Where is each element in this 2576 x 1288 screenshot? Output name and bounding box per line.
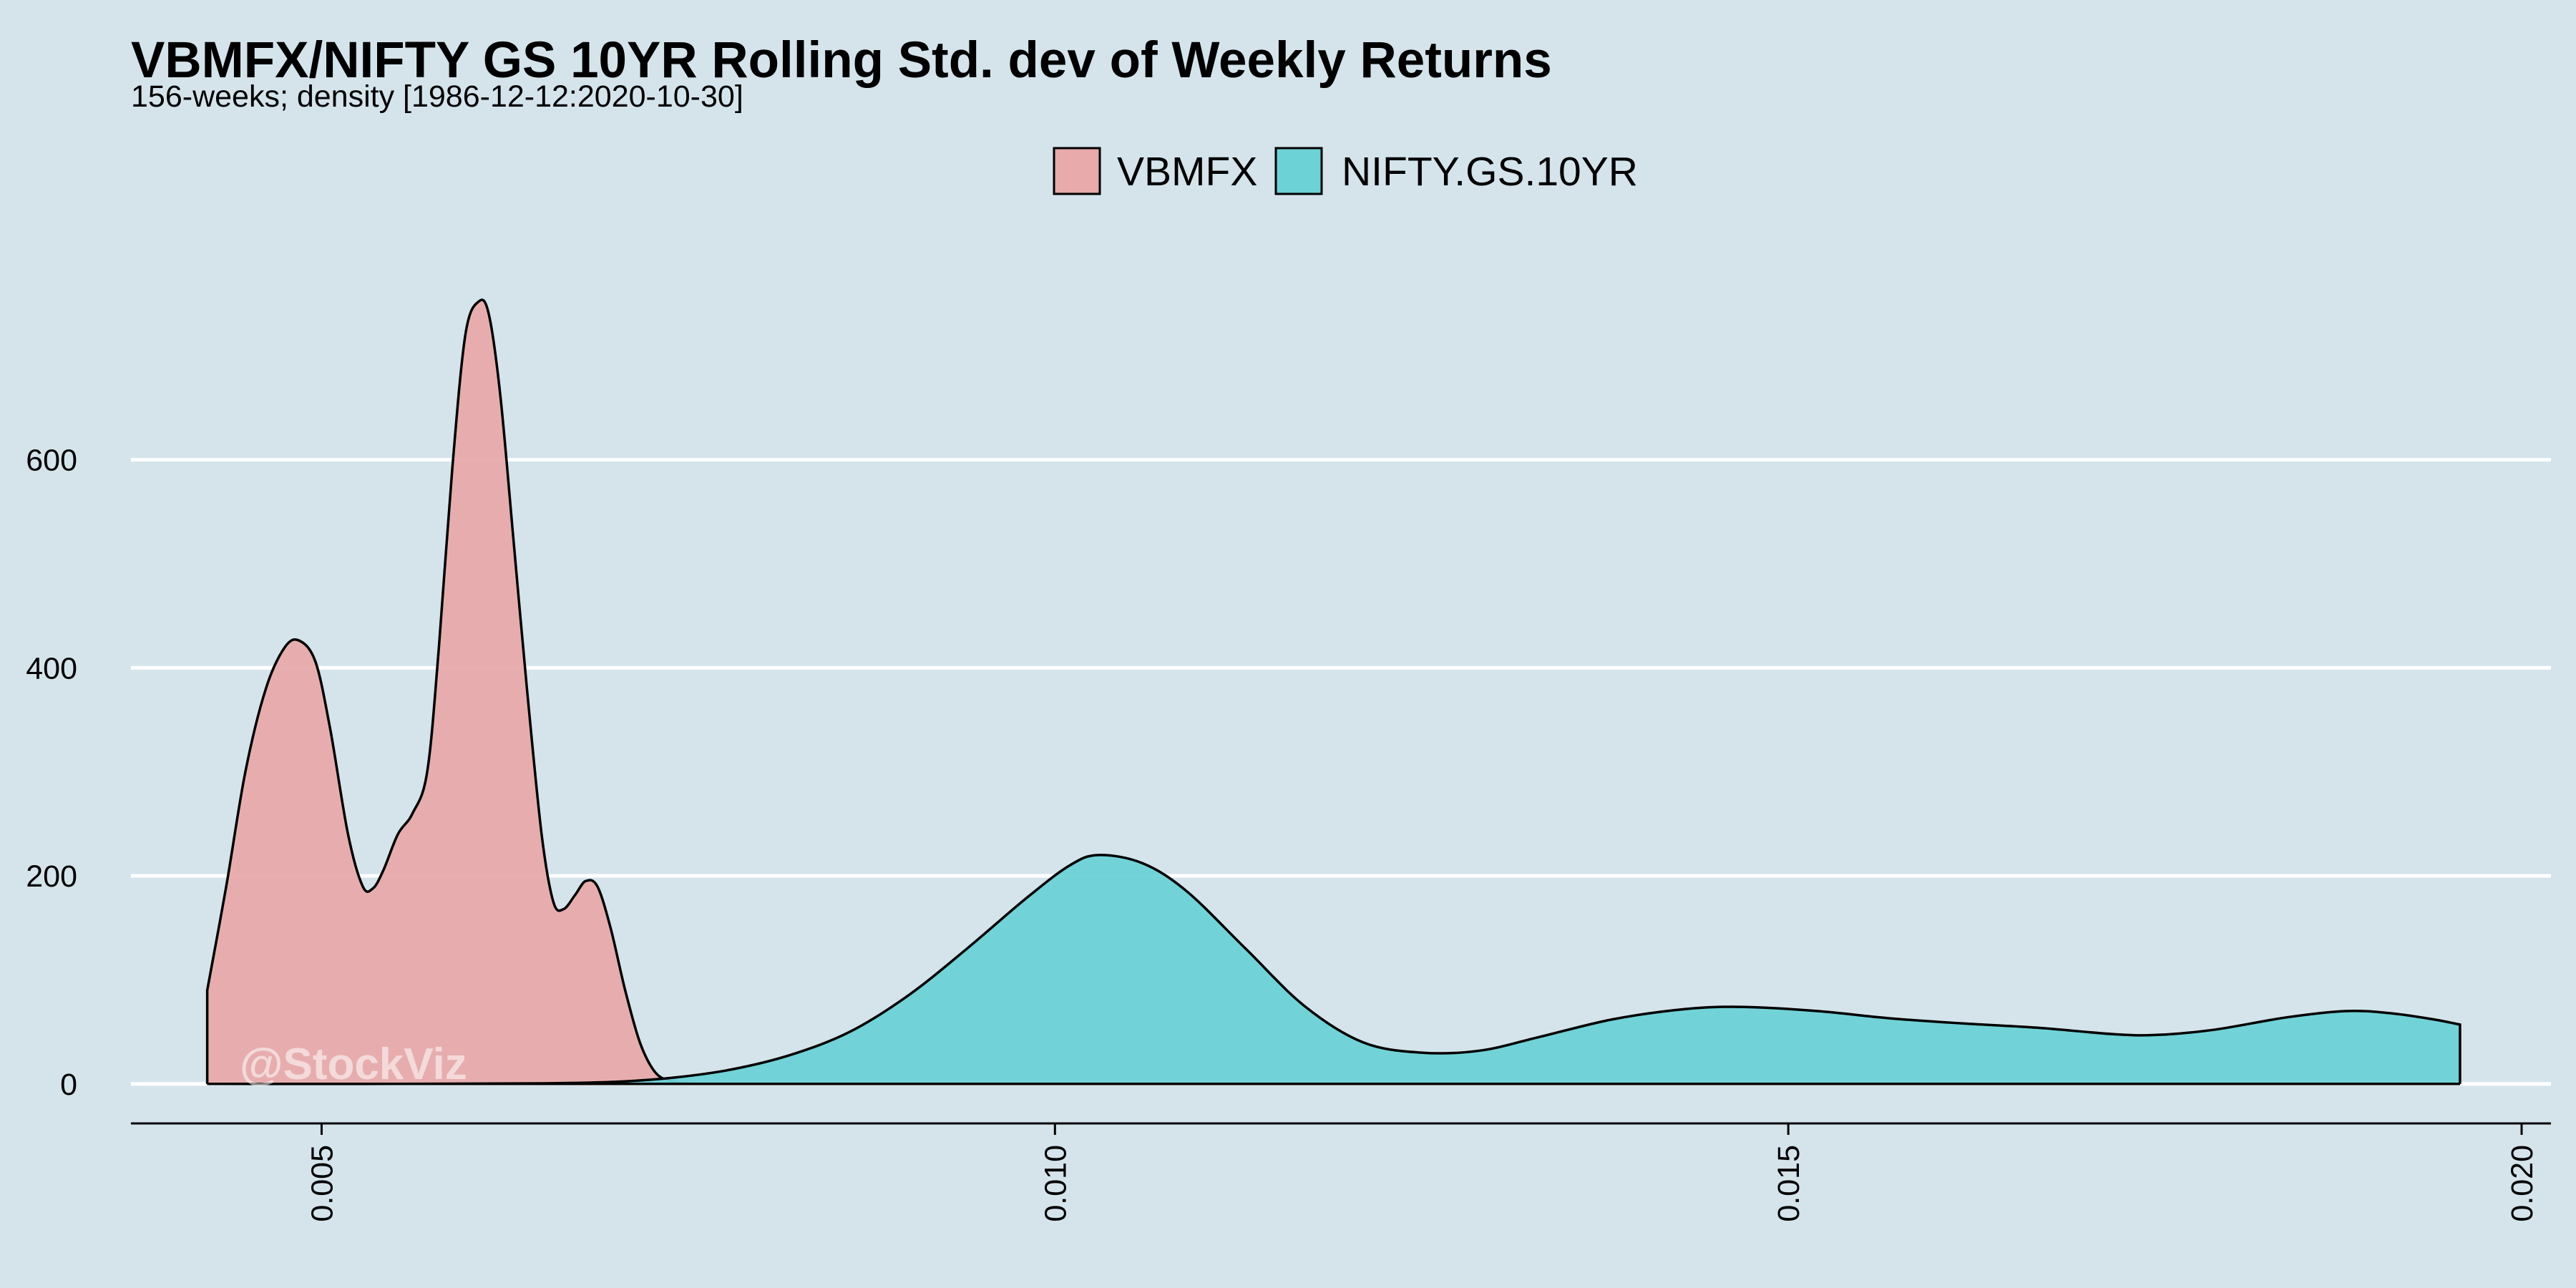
- legend-key-nifty: [1274, 147, 1323, 195]
- y-tick-label: 600: [26, 444, 77, 478]
- x-axis: 0.005 0.010 0.015 0.020: [131, 1122, 2551, 1222]
- chart-subtitle: 156-weeks; density [1986-12-12:2020-10-3…: [131, 79, 743, 114]
- y-tick-label: 0: [60, 1068, 77, 1102]
- y-tick-label: 400: [26, 651, 77, 686]
- density-area-nifty-gs-10yr: [207, 854, 2460, 1084]
- legend-label-nifty: NIFTY.GS.10YR: [1342, 149, 1638, 195]
- legend: VBMFX NIFTY.GS.10YR: [1053, 147, 1638, 195]
- legend-key-vbmfx: [1053, 147, 1101, 195]
- density-area-vbmfx: [207, 299, 688, 1084]
- x-tick-label: 0.010: [1038, 1145, 1073, 1222]
- series-areas: [205, 298, 2462, 1085]
- y-tick-label: 200: [26, 859, 77, 894]
- chart-title: VBMFX/NIFTY GS 10YR Rolling Std. dev of …: [131, 32, 1552, 89]
- watermark: @StockViz: [240, 1040, 467, 1089]
- x-tick-label: 0.005: [306, 1145, 340, 1222]
- y-axis-ticks: 0 200 400 600: [26, 444, 77, 1102]
- x-tick-label: 0.020: [2505, 1145, 2540, 1222]
- density-line-vbmfx: [205, 298, 690, 1085]
- density-line-nifty-gs-10yr: [207, 854, 2462, 1085]
- x-tick-label: 0.015: [1772, 1145, 1806, 1222]
- legend-label-vbmfx: VBMFX: [1117, 149, 1257, 195]
